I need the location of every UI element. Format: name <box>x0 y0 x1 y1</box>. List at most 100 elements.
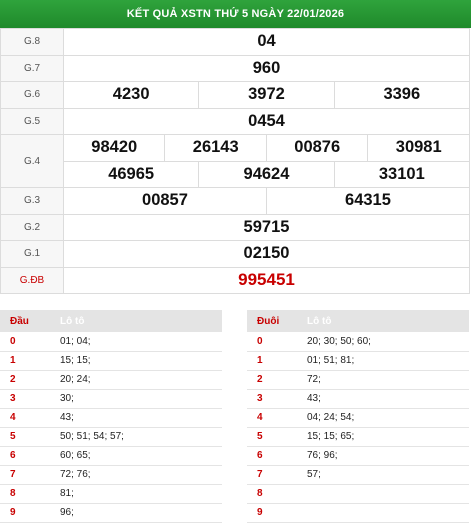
loto-values <box>297 503 469 523</box>
prize-number: 3396 <box>333 81 471 109</box>
loto-digit: 3 <box>247 389 297 409</box>
loto-row: 9 <box>247 503 469 523</box>
loto-row: 1 15; 15; <box>0 351 222 371</box>
loto-digit: 1 <box>247 351 297 371</box>
prize-number: 00857 <box>63 187 267 215</box>
loto-tail-table: Đuôi Lô tô 0 20; 30; 50; 60; 1 01; 51; 81;… <box>247 310 469 523</box>
prize-number: 960 <box>63 54 470 82</box>
prize-number: 4230 <box>62 81 200 109</box>
loto-digit: 5 <box>0 427 50 447</box>
prize-label: G.5 <box>0 107 64 135</box>
prize-row-g1: G.1 02150 <box>0 240 470 268</box>
loto-digit: 0 <box>0 332 50 352</box>
prize-label: G.3 <box>0 187 64 215</box>
prize-row-g5: G.5 0454 <box>0 107 470 135</box>
loto-digit: 0 <box>247 332 297 352</box>
prize-label: G.8 <box>0 28 64 56</box>
loto-digit: 6 <box>247 446 297 466</box>
loto-digit: 5 <box>247 427 297 447</box>
loto-row: 6 60; 65; <box>0 446 222 466</box>
prize-number: 02150 <box>63 240 470 268</box>
prize-row-g8: G.8 04 <box>0 28 470 56</box>
loto-col-title: Lô tô <box>50 310 222 332</box>
loto-row: 9 96; <box>0 503 222 523</box>
loto-values: 60; 65; <box>50 446 222 466</box>
loto-row: 0 01; 04; <box>0 332 222 352</box>
prize-row-special: G.ĐB 995451 <box>0 266 470 294</box>
prize-row-g4-second: 46965 94624 33101 <box>1 160 471 188</box>
loto-digit: 4 <box>247 408 297 428</box>
results-table: G.8 04 G.7 960 G.6 4230 3972 3396 G.5 04… <box>0 28 471 294</box>
prize-label: G.2 <box>0 213 64 241</box>
loto-row: 3 30; <box>0 389 222 409</box>
results-header: KẾT QUẢ XSTN THỨ 5 NGÀY 22/01/2026 <box>0 0 471 28</box>
loto-digit: 3 <box>0 389 50 409</box>
loto-digit: 7 <box>0 465 50 485</box>
loto-values: 15; 15; 65; <box>297 427 469 447</box>
loto-values: 50; 51; 54; 57; <box>50 427 222 447</box>
loto-row: 0 20; 30; 50; 60; <box>247 332 469 352</box>
loto-row: 5 50; 51; 54; 57; <box>0 427 222 447</box>
prize-number: 59715 <box>63 213 470 241</box>
loto-values: 81; <box>50 484 222 504</box>
prize-number: 94624 <box>198 160 335 188</box>
prize-label: G.1 <box>0 240 64 268</box>
loto-digit: 9 <box>247 503 297 523</box>
loto-digit: 4 <box>0 408 50 428</box>
prize-number: 0454 <box>63 107 470 135</box>
special-prize-number: 995451 <box>63 266 470 294</box>
loto-values: 57; <box>297 465 469 485</box>
loto-values: 76; 96; <box>297 446 469 466</box>
loto-row: 1 01; 51; 81; <box>247 351 469 371</box>
prize-number: 33101 <box>333 160 471 188</box>
prize-row-g4: G.4 98420 26143 00876 30981 <box>0 134 470 188</box>
prize-row-g2: G.2 59715 <box>0 213 470 241</box>
loto-values: 15; 15; <box>50 351 222 371</box>
prize-label: G.7 <box>0 54 64 82</box>
loto-row: 3 43; <box>247 389 469 409</box>
loto-values: 43; <box>50 408 222 428</box>
prize-number: 04 <box>63 28 470 56</box>
prize-number: 00876 <box>265 134 369 162</box>
prize-label: G.4 <box>0 134 64 188</box>
loto-row: 8 81; <box>0 484 222 504</box>
loto-values: 20; 24; <box>50 370 222 390</box>
loto-values: 72; 76; <box>50 465 222 485</box>
loto-values: 30; <box>50 389 222 409</box>
loto-row: 4 04; 24; 54; <box>247 408 469 428</box>
loto-row: 5 15; 15; 65; <box>247 427 469 447</box>
prize-number: 64315 <box>265 187 471 215</box>
loto-values: 72; <box>297 370 469 390</box>
prize-number: 3972 <box>198 81 335 109</box>
loto-values: 43; <box>297 389 469 409</box>
loto-values: 96; <box>50 503 222 523</box>
loto-values: 04; 24; 54; <box>297 408 469 428</box>
prize-row-g7: G.7 960 <box>0 54 470 82</box>
loto-digit: 8 <box>0 484 50 504</box>
loto-digit: 7 <box>247 465 297 485</box>
loto-values: 01; 51; 81; <box>297 351 469 371</box>
loto-row: 6 76; 96; <box>247 446 469 466</box>
loto-row: 7 72; 76; <box>0 465 222 485</box>
loto-digit: 1 <box>0 351 50 371</box>
loto-row: 2 72; <box>247 370 469 390</box>
loto-digit: 6 <box>0 446 50 466</box>
prize-label: G.6 <box>0 81 64 109</box>
loto-col-title: Lô tô <box>297 310 469 332</box>
prize-number: 26143 <box>164 134 267 162</box>
prize-number: 46965 <box>62 160 200 188</box>
loto-digit: 2 <box>0 370 50 390</box>
loto-head-table: Đầu Lô tô 0 01; 04; 1 15; 15; 2 20; 24; 3 30… <box>0 310 222 523</box>
prize-row-g6: G.6 4230 3972 3396 <box>0 81 471 109</box>
prize-number: 30981 <box>367 134 470 162</box>
loto-values: 20; 30; 50; 60; <box>297 332 469 352</box>
prize-row-g3: G.3 00857 64315 <box>0 187 471 215</box>
loto-digit: 2 <box>247 370 297 390</box>
header-title: KẾT QUẢ XSTN THỨ 5 NGÀY 22/01/2026 <box>126 8 345 20</box>
loto-values: 01; 04; <box>50 332 222 352</box>
prize-label-special: G.ĐB <box>0 266 64 294</box>
loto-row: 7 57; <box>247 465 469 485</box>
loto-row: 8 <box>247 484 469 504</box>
loto-digit: 9 <box>0 503 50 523</box>
loto-values <box>297 484 469 504</box>
